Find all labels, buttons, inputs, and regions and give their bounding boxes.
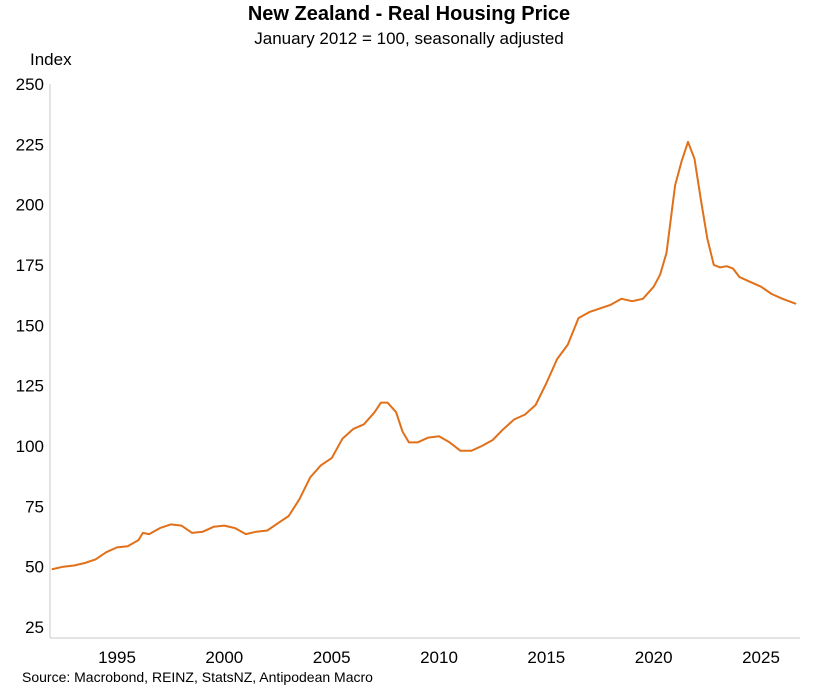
y-tick-label: 250 bbox=[16, 75, 44, 94]
x-tick-labels: 1995 2000 2005 2010 2015 2020 2025 bbox=[98, 648, 780, 667]
y-tick-label: 75 bbox=[25, 497, 44, 516]
series-lines bbox=[51, 140, 797, 571]
source-note: Source: Macrobond, REINZ, StatsNZ, Antip… bbox=[22, 669, 373, 685]
x-tick-label: 2025 bbox=[742, 648, 780, 667]
x-tick-label: 2010 bbox=[420, 648, 458, 667]
y-tick-label: 50 bbox=[25, 558, 44, 577]
y-tick-label: 25 bbox=[25, 618, 44, 637]
chart-subtitle: January 2012 = 100, seasonally adjusted bbox=[254, 29, 564, 48]
x-tick-label: 2015 bbox=[527, 648, 565, 667]
y-tick-label: 125 bbox=[16, 377, 44, 396]
axes bbox=[49, 84, 800, 639]
y-tick-label: 150 bbox=[16, 316, 44, 335]
x-tick-label: 2020 bbox=[635, 648, 673, 667]
x-tick-label: 1995 bbox=[98, 648, 136, 667]
y-axis-label: Index bbox=[30, 50, 72, 69]
x-tick-label: 2005 bbox=[313, 648, 351, 667]
series-line-0 bbox=[51, 140, 797, 571]
y-tick-label: 100 bbox=[16, 437, 44, 456]
chart-title: New Zealand - Real Housing Price bbox=[247, 3, 571, 25]
y-tick-label: 175 bbox=[16, 256, 44, 275]
x-tick-label: 2000 bbox=[205, 648, 243, 667]
y-tick-labels: 25 50 75 100 125 150 175 200 225 250 bbox=[16, 75, 44, 637]
y-tick-label: 200 bbox=[16, 196, 44, 215]
y-tick-label: 225 bbox=[16, 135, 44, 154]
